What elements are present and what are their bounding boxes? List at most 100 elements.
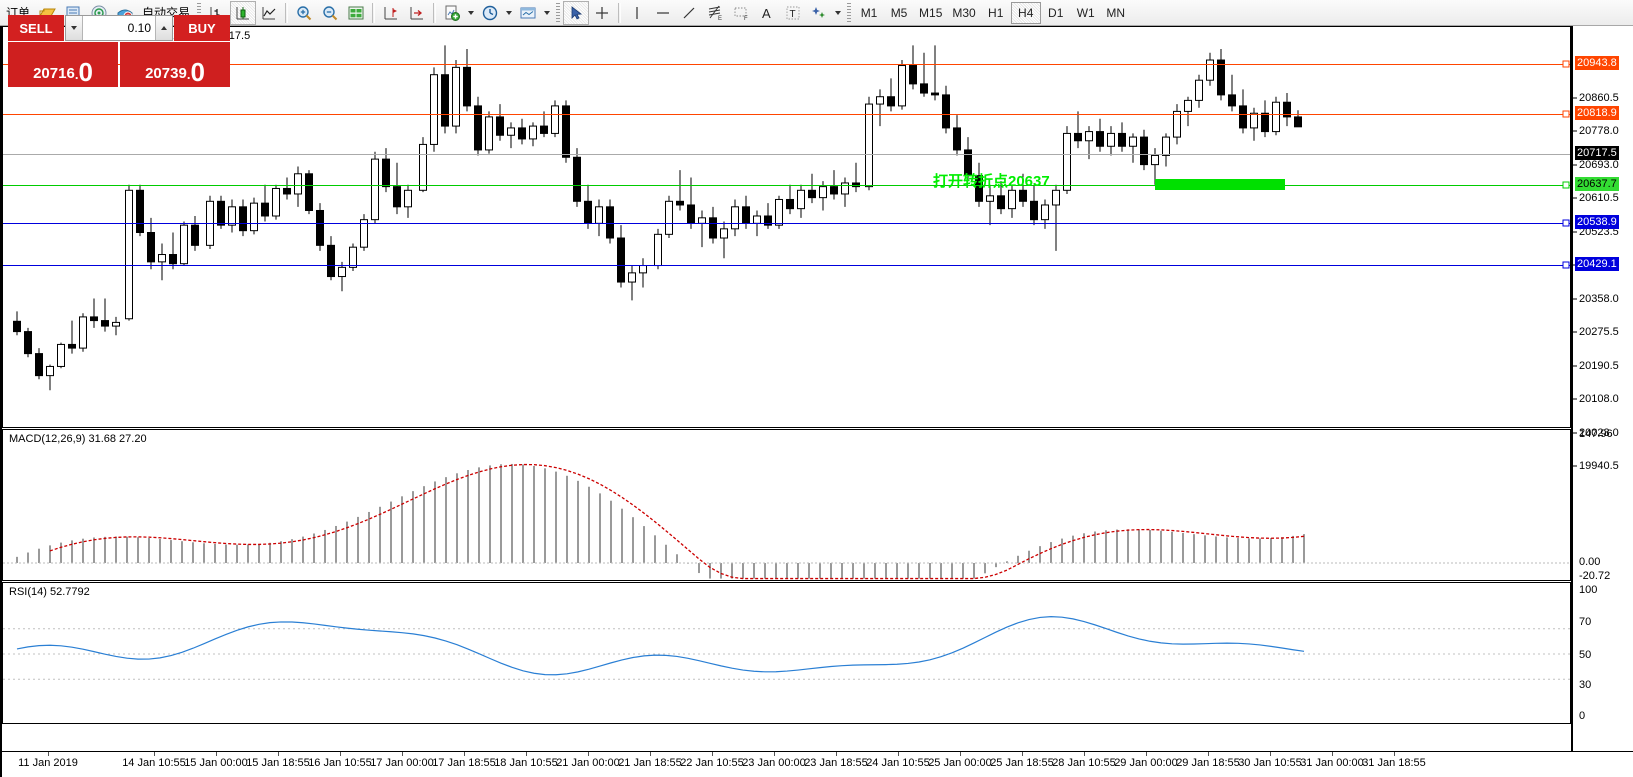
volume-stepper[interactable]: 0.10 — [65, 15, 173, 41]
level-line-pivot[interactable] — [3, 185, 1570, 186]
axis-tick-label: 20108.0 — [1579, 393, 1619, 405]
channel-icon[interactable]: F — [728, 1, 754, 25]
svg-text:F: F — [744, 16, 748, 22]
time-tick-mark — [526, 752, 527, 756]
toolbar-grip-3[interactable] — [847, 2, 852, 23]
level-handle-pivot[interactable] — [1562, 181, 1570, 189]
time-tick-mark — [464, 752, 465, 756]
price-badge[interactable]: 20429.1 — [1575, 257, 1619, 271]
text-icon[interactable]: A — [754, 1, 780, 25]
time-tick-mark — [650, 752, 651, 756]
price-badge[interactable]: 20943.8 — [1575, 56, 1619, 70]
time-tick-mark — [402, 752, 403, 756]
price-axis[interactable]: 20860.520778.020693.020610.520523.520443… — [1571, 26, 1633, 751]
periods-dropdown-caret[interactable] — [503, 1, 515, 25]
level-line-support-1[interactable] — [3, 223, 1570, 224]
indicators-dropdown-caret[interactable] — [465, 1, 477, 25]
price-badge[interactable]: 20717.5 — [1575, 146, 1619, 160]
timeframe-d1[interactable]: D1 — [1048, 5, 1064, 20]
auto-scroll-icon[interactable] — [404, 1, 430, 25]
trendline-icon[interactable] — [676, 1, 702, 25]
sell-price-button[interactable]: 20716 . 0 — [8, 42, 118, 87]
buy-button[interactable]: BUY — [174, 15, 230, 41]
price-badge[interactable]: 20637.7 — [1575, 177, 1619, 191]
toolbar-grip-2[interactable] — [556, 2, 561, 23]
timeframe-h1[interactable]: H1 — [988, 5, 1004, 20]
level-handle-resistance-2[interactable] — [1562, 110, 1570, 118]
sell-button[interactable]: SELL — [8, 15, 64, 41]
zoom-in-icon[interactable] — [291, 1, 317, 25]
zoom-out-icon[interactable] — [317, 1, 343, 25]
time-axis-label: 22 Jan 10:55 — [680, 757, 744, 769]
buy-price-dot: . — [186, 67, 191, 82]
time-axis-label: 21 Jan 18:55 — [618, 757, 682, 769]
level-handle-support-1[interactable] — [1562, 219, 1570, 227]
time-tick-mark — [1022, 752, 1023, 756]
buy-price-button[interactable]: 20739 . 0 — [120, 42, 230, 87]
price-badge[interactable]: 20818.9 — [1575, 106, 1619, 120]
label-icon[interactable]: T — [780, 1, 806, 25]
indicators-icon[interactable] — [439, 1, 465, 25]
templates-icon[interactable] — [515, 1, 541, 25]
toolbar-separator-3 — [433, 2, 437, 23]
hline-icon[interactable] — [650, 1, 676, 25]
time-axis[interactable]: 11 Jan 2019 14 Jan 10:55 15 Jan 00:00 15 Ja… — [2, 751, 1633, 777]
macd-axis-label: 147.96 — [1579, 428, 1613, 440]
level-line-resistance-2[interactable] — [3, 114, 1570, 115]
time-axis-label: 29 Jan 00:00 — [1114, 757, 1178, 769]
timeframe-mn[interactable]: MN — [1106, 5, 1126, 20]
timeframe-m1[interactable]: M1 — [860, 5, 878, 20]
level-line-resistance-1[interactable] — [3, 64, 1570, 65]
vline-icon[interactable] — [624, 1, 650, 25]
time-axis-label: 28 Jan 10:55 — [1052, 757, 1116, 769]
periods-icon[interactable] — [477, 1, 503, 25]
fibo-icon[interactable]: E — [702, 1, 728, 25]
timeframe-m5[interactable]: M5 — [890, 5, 908, 20]
time-tick-mark — [960, 752, 961, 756]
line-chart-icon[interactable] — [256, 1, 282, 25]
level-handle-support-2[interactable] — [1562, 261, 1570, 269]
chart-frame: JPN225-,H4 20745.0 20762.5 20717.5 20717… — [0, 26, 1633, 777]
time-tick-mark — [774, 752, 775, 756]
volume-decrease-button[interactable] — [66, 16, 83, 40]
time-tick-mark — [154, 752, 155, 756]
one-click-trading-panel[interactable]: SELL 0.10 BUY 20716 . 0 20739 . 0 — [8, 15, 230, 88]
timeframe-m15[interactable]: M15 — [919, 5, 943, 20]
level-handle-resistance-1[interactable] — [1562, 60, 1570, 68]
time-tick-mark — [48, 752, 49, 756]
objects-dropdown-caret[interactable] — [832, 1, 844, 25]
axis-tick-mark — [1573, 365, 1577, 367]
axis-tick-mark — [1573, 197, 1577, 199]
timeframe-w1[interactable]: W1 — [1076, 5, 1095, 20]
time-tick-mark — [1084, 752, 1085, 756]
chart-shift-icon[interactable] — [378, 1, 404, 25]
volume-input[interactable]: 0.10 — [83, 16, 155, 40]
tile-windows-icon[interactable] — [343, 1, 369, 25]
svg-text:A: A — [762, 6, 771, 21]
axis-tick-label: 20358.0 — [1579, 293, 1619, 305]
toolbar-grip-1[interactable] — [197, 2, 202, 23]
time-tick-mark — [1270, 752, 1271, 756]
objects-icon[interactable] — [806, 1, 832, 25]
price-pane[interactable]: JPN225-,H4 20745.0 20762.5 20717.5 20717… — [2, 26, 1571, 428]
volume-increase-button[interactable] — [155, 16, 172, 40]
time-axis-label: 11 Jan 2019 — [18, 757, 78, 769]
templates-dropdown-caret[interactable] — [541, 1, 553, 25]
timeframe-h4[interactable]: H4 — [1010, 1, 1041, 24]
macd-pane[interactable]: MACD(12,26,9) 31.68 27.20 — [2, 429, 1571, 581]
rsi-axis-label: 50 — [1579, 649, 1592, 661]
macd-axis-label: -20.72 — [1579, 570, 1611, 582]
axis-tick-label: 19940.5 — [1579, 460, 1619, 472]
cursor-icon[interactable] — [563, 0, 590, 25]
crosshair-icon[interactable] — [589, 1, 615, 25]
timeframe-m30[interactable]: M30 — [952, 5, 976, 20]
trade-panel-top-row: SELL 0.10 BUY — [8, 15, 230, 41]
time-axis-label: 15 Jan 00:00 — [184, 757, 248, 769]
level-line-support-2[interactable] — [3, 265, 1570, 266]
level-line-current-price[interactable] — [3, 154, 1570, 155]
rsi-pane[interactable]: RSI(14) 52.7792 — [2, 582, 1571, 724]
candlestick-icon[interactable] — [230, 0, 257, 25]
rsi-axis-label: 30 — [1579, 679, 1592, 691]
price-badge[interactable]: 20538.9 — [1575, 215, 1619, 229]
